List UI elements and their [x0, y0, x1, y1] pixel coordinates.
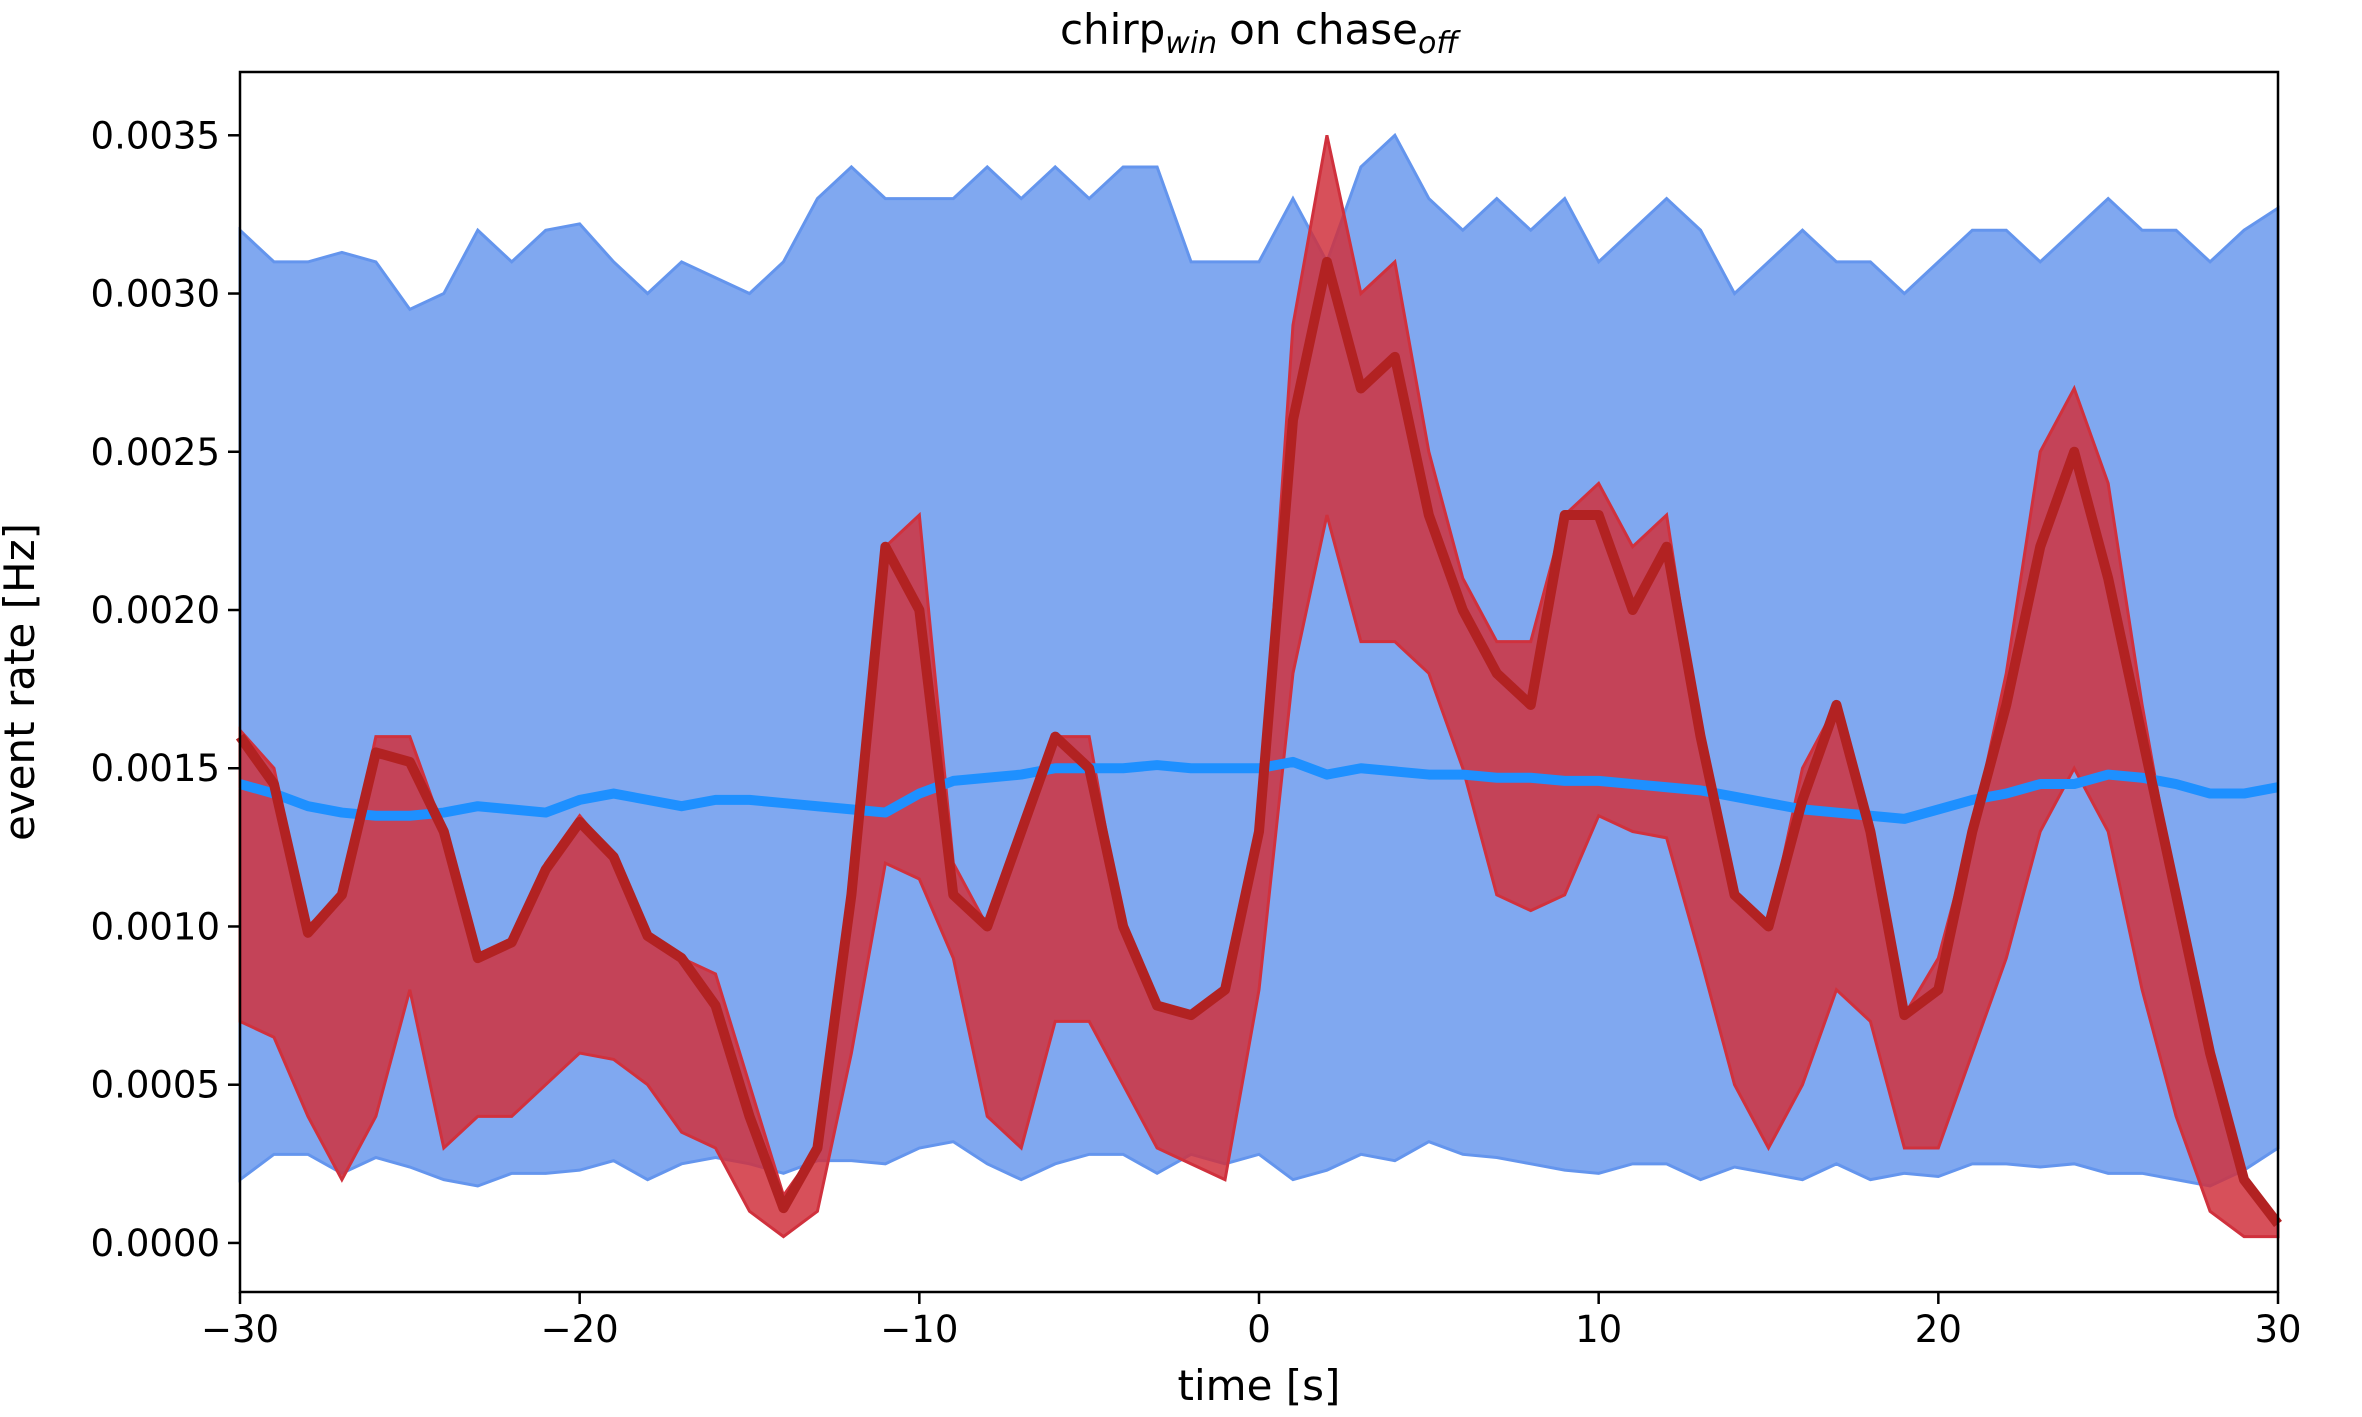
y-axis-label: event rate [Hz] [0, 523, 44, 841]
title-part: on chase [1229, 5, 1418, 54]
title-sub: off [1418, 26, 1461, 61]
y-tick-label: 0.0000 [91, 1222, 220, 1265]
series-line [238, 756, 2279, 824]
y-tick-label: 0.0015 [91, 747, 220, 790]
x-tick-label: 0 [1247, 1308, 1271, 1351]
y-tick-label: 0.0030 [91, 273, 220, 316]
x-tick-label: 10 [1575, 1308, 1622, 1351]
x-tick-label: −20 [541, 1308, 619, 1351]
x-tick-label: −10 [880, 1308, 958, 1351]
y-tick-label: 0.0020 [91, 589, 220, 632]
x-axis-label: time [s] [1178, 1361, 1341, 1410]
y-tick-label: 0.0005 [91, 1064, 220, 1107]
y-tick-label: 0.0025 [91, 431, 220, 474]
title-part: chirp [1060, 5, 1165, 54]
x-tick-label: 30 [2254, 1308, 2301, 1351]
x-tick-label: 20 [1915, 1308, 1962, 1351]
series-line [235, 256, 2282, 1228]
chart-title: chirpwin on chaseoff [1060, 5, 1461, 61]
y-tick-label: 0.0035 [91, 114, 220, 157]
x-tick-label: −30 [201, 1308, 279, 1351]
title-sub: win [1165, 26, 1217, 61]
y-tick-label: 0.0010 [91, 905, 220, 948]
